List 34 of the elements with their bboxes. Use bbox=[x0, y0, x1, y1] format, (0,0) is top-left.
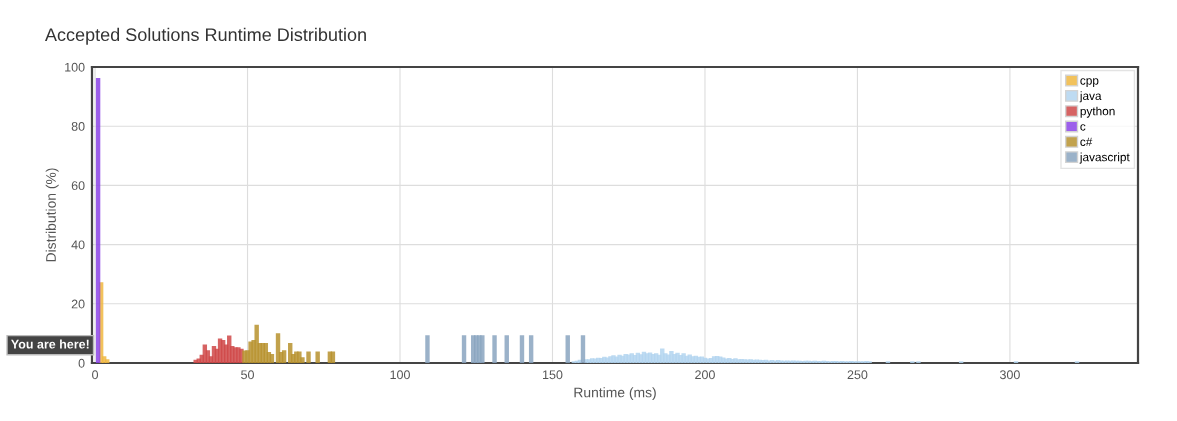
bar bbox=[528, 335, 534, 363]
y-tick-label: 100 bbox=[65, 62, 85, 72]
bar bbox=[315, 351, 320, 363]
bar bbox=[504, 335, 509, 363]
bar bbox=[461, 335, 467, 363]
x-tick-label: 100 bbox=[390, 370, 410, 380]
bar bbox=[519, 335, 525, 363]
y-axis-title: Distribution (%) bbox=[45, 168, 59, 262]
x-tick-label: 200 bbox=[695, 370, 715, 380]
y-tick-label: 80 bbox=[71, 122, 85, 131]
bar bbox=[492, 335, 497, 363]
legend-label: javascript bbox=[1079, 152, 1130, 164]
bar bbox=[425, 335, 430, 363]
x-tick-label: 0 bbox=[92, 370, 99, 380]
y-tick-label: 40 bbox=[71, 240, 85, 250]
y-tick-label: 60 bbox=[71, 181, 85, 191]
chart-title: Accepted Solutions Runtime Distribution bbox=[44, 27, 366, 45]
bar bbox=[254, 324, 259, 363]
x-tick-label: 250 bbox=[847, 370, 868, 380]
x-tick-label: 50 bbox=[241, 370, 254, 380]
legend-label: c bbox=[1080, 124, 1086, 131]
y-tick-label: 20 bbox=[71, 299, 85, 309]
x-tick-label: 150 bbox=[543, 370, 563, 380]
x-axis-title: Runtime (ms) bbox=[574, 387, 656, 401]
bar bbox=[95, 78, 101, 363]
legend-label: java bbox=[1079, 91, 1102, 103]
legend-label: c# bbox=[1080, 137, 1093, 146]
annotation: You are here! bbox=[11, 339, 89, 349]
bar bbox=[580, 335, 586, 363]
legend-label: python bbox=[1080, 106, 1115, 118]
x-tick-label: 300 bbox=[999, 370, 1020, 380]
bar bbox=[565, 335, 570, 363]
legend-label: cpp bbox=[1080, 78, 1099, 88]
y-tick-label: 0 bbox=[78, 358, 85, 368]
